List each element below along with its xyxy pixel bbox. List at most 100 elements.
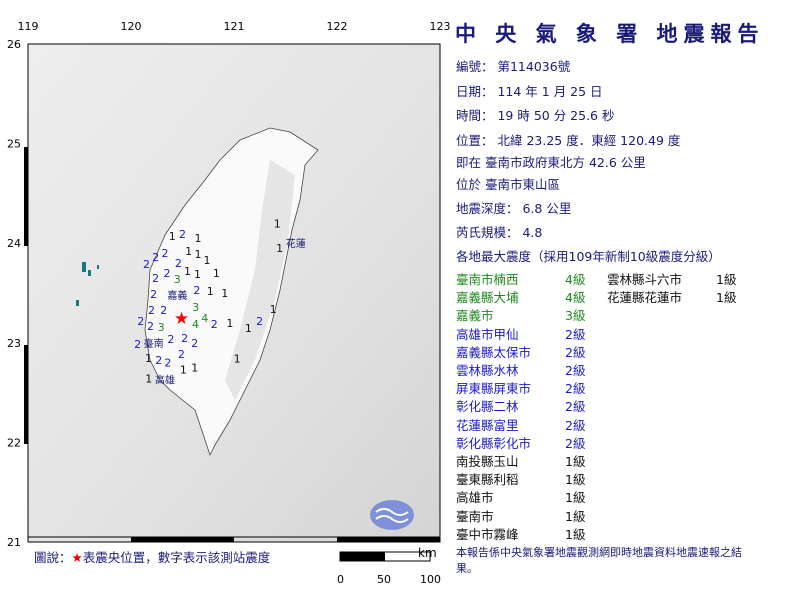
station-intensity: 1 xyxy=(194,248,201,261)
station-intensity: 2 xyxy=(179,228,186,241)
station-intensity: 1 xyxy=(274,217,281,230)
intensity-level: 1級 xyxy=(716,272,737,287)
station-intensity: 1 xyxy=(207,285,214,298)
station-intensity: 1 xyxy=(145,352,152,365)
scale-unit: km xyxy=(418,546,437,560)
intensity-place: 嘉義市 xyxy=(456,308,494,324)
station-intensity: 1 xyxy=(194,232,201,245)
report-relative: 即在 臺南市政府東北方 42.6 公里 xyxy=(456,155,646,170)
report-location: 位置： 北緯 23.25 度．東經 120.49 度 xyxy=(456,133,681,148)
map-legend: 圖說：★表震央位置，數字表示該測站震度 xyxy=(34,547,270,566)
station-intensity: 1 xyxy=(194,268,201,281)
station-intensity: 2 xyxy=(175,257,182,270)
station-intensity: 1 xyxy=(221,287,228,300)
lat-tick-label: 23 xyxy=(7,337,21,350)
intensity-place: 臺南市楠西 xyxy=(456,272,519,287)
report-depth: 地震深度： 6.8 公里 xyxy=(456,201,572,216)
station-intensity: 1 xyxy=(234,353,241,366)
intensity-place: 臺南市 xyxy=(456,508,494,524)
central-mountains xyxy=(225,160,295,400)
station-intensity: 2 xyxy=(191,337,198,350)
intensity-level: 1級 xyxy=(565,454,586,469)
intensity-place: 高雄市 xyxy=(456,490,494,506)
epicenter-star-icon: ★ xyxy=(174,309,189,329)
report-date: 日期： 114 年 1 月 25 日 xyxy=(456,84,603,99)
intensity-place: 雲林縣斗六市 xyxy=(607,272,683,287)
station-intensity: 1 xyxy=(191,362,198,375)
intensity-level: 1級 xyxy=(565,508,586,524)
station-intensity: 1 xyxy=(245,322,252,335)
station-intensity: 2 xyxy=(148,304,155,317)
cwa-logo xyxy=(370,500,414,530)
station-intensity: 3 xyxy=(158,321,165,334)
intensity-level: 2級 xyxy=(565,363,586,378)
intensity-place: 花蓮縣花蓮市 xyxy=(607,290,683,306)
intensity-level: 4級 xyxy=(565,272,586,287)
intensity-place: 臺中市霧峰 xyxy=(456,526,519,542)
city-label: 花蓮 xyxy=(286,237,306,250)
intensity-level: 1級 xyxy=(565,490,586,506)
station-intensity: 3 xyxy=(192,301,199,314)
intensity-place: 高雄市甲仙 xyxy=(456,326,519,342)
intensity-place: 嘉義縣太保市 xyxy=(456,344,532,360)
intensity-level: 2級 xyxy=(565,381,586,397)
scale-label-50: 50 xyxy=(377,573,391,586)
station-intensity: 2 xyxy=(152,251,159,264)
intensity-place: 花蓮縣富里 xyxy=(456,417,519,433)
intensity-level: 1級 xyxy=(565,472,586,488)
report-time: 時間： 19 時 50 分 25.6 秒 xyxy=(456,108,615,123)
intensity-place: 嘉義縣大埔 xyxy=(456,290,519,306)
star-icon: ★ xyxy=(71,550,83,565)
station-intensity: 1 xyxy=(169,230,176,243)
lon-tick-label: 123 xyxy=(430,20,451,33)
scale-label-100: 100 xyxy=(420,573,441,586)
station-intensity: 1 xyxy=(204,254,211,267)
legend-prefix: 圖說： xyxy=(34,550,72,565)
lon-tick-label: 122 xyxy=(327,20,348,33)
city-label: 高雄 xyxy=(155,374,175,387)
lon-tick-label: 120 xyxy=(121,20,142,33)
station-intensity: 2 xyxy=(152,272,159,285)
lon-tick-label: 119 xyxy=(18,20,39,33)
penghu-islands xyxy=(76,262,99,306)
station-intensity: 2 xyxy=(147,320,154,333)
intensity-place: 臺東縣利稻 xyxy=(456,472,519,488)
lat-tick-label: 25 xyxy=(7,138,21,151)
station-intensity: 2 xyxy=(256,315,263,328)
station-intensity: 2 xyxy=(211,318,218,331)
intensity-level: 2級 xyxy=(565,417,586,433)
station-intensity: 2 xyxy=(155,354,162,367)
intensity-level: 2級 xyxy=(565,399,586,415)
station-intensity: 1 xyxy=(184,265,191,278)
intensity-level: 1級 xyxy=(716,290,737,306)
intensity-place: 屏東縣屏東市 xyxy=(456,381,532,397)
station-intensity: 3 xyxy=(174,273,181,286)
intensity-header: 各地最大震度（採用109年新制10級震度分級） xyxy=(456,249,721,264)
intensity-level: 2級 xyxy=(565,435,586,451)
station-intensity: 4 xyxy=(201,312,208,325)
intensity-place: 彰化縣二林 xyxy=(456,399,519,415)
station-intensity: 1 xyxy=(276,242,283,255)
lat-tick-label: 26 xyxy=(7,38,21,51)
intensity-level: 3級 xyxy=(565,308,586,324)
report-number: 編號： 第114036號 xyxy=(456,59,571,74)
lat-tick-label: 22 xyxy=(7,436,21,449)
station-intensity: 2 xyxy=(143,258,150,271)
station-intensity: 1 xyxy=(185,245,192,258)
report-magnitude: 芮氏規模： 4.8 xyxy=(456,225,543,240)
report-area: 位於 臺南市東山區 xyxy=(456,177,560,192)
lon-tick-label: 121 xyxy=(224,20,245,33)
station-intensity: 2 xyxy=(134,338,141,351)
intensity-place: 雲林縣水林 xyxy=(456,363,519,378)
lat-tick-label: 21 xyxy=(7,536,21,549)
station-intensity: 2 xyxy=(181,332,188,345)
report-title: 中 央 氣 象 署 地震報告 xyxy=(455,22,765,46)
station-intensity: 1 xyxy=(226,317,233,330)
intensity-level: 2級 xyxy=(565,344,586,360)
station-intensity: 2 xyxy=(178,348,185,361)
station-intensity: 2 xyxy=(137,315,144,328)
station-intensity: 2 xyxy=(164,357,171,370)
intensity-level: 2級 xyxy=(565,326,586,342)
intensity-place: 南投縣玉山 xyxy=(456,454,519,469)
